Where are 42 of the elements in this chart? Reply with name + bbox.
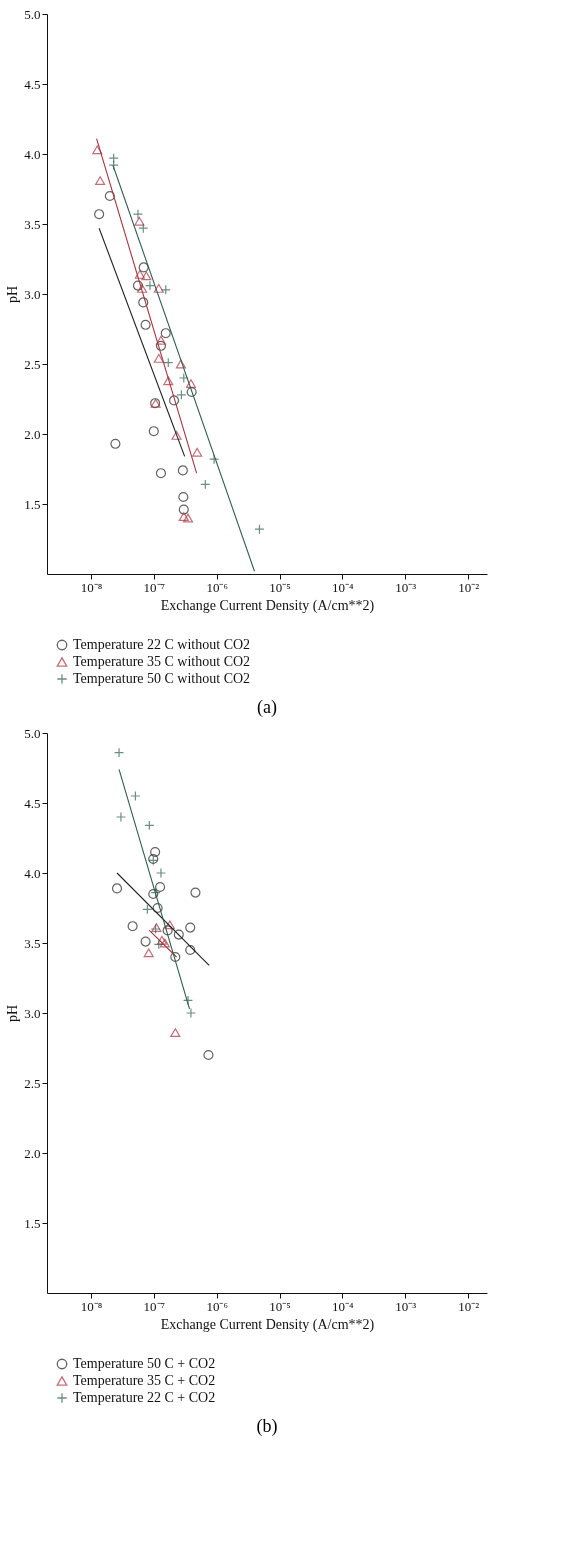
x-tick-label: 10⁻⁴ [332,1298,355,1314]
x-tick-label: 10⁻⁶ [206,579,228,595]
y-tick-label: 1.5 [24,1215,41,1231]
y-tick-label: 4.5 [24,795,41,811]
y-tick-label: 2.5 [24,356,41,372]
y-axis-title: pH [5,1004,21,1023]
x-tick-label: 10⁻⁴ [332,579,355,595]
x-tick-label: 10⁻⁸ [80,579,103,595]
y-tick-label: 2.5 [24,1075,41,1091]
legend-label: Temperature 35 C without CO2 [73,654,251,669]
x-axis-title: Exchange Current Density (A/cm**2) [160,597,375,614]
y-tick-label: 3.0 [24,1005,41,1021]
legend-label: Temperature 50 C + CO2 [73,1356,216,1371]
x-tick-label: 10⁻⁸ [80,1298,103,1314]
x-tick-label: 10⁻³ [395,579,417,595]
y-tick-label: 1.5 [24,496,41,512]
legend-label: Temperature 22 C without CO2 [73,637,251,652]
legend-label: Temperature 22 C + CO2 [73,1390,216,1405]
legend-label: Temperature 35 C + CO2 [73,1373,216,1388]
x-tick-label: 10⁻⁷ [143,1298,166,1314]
x-tick-label: 10⁻² [458,1298,480,1314]
y-tick-label: 3.5 [24,935,41,951]
y-tick-label: 4.0 [24,146,41,162]
y-tick-label: 3.5 [24,216,41,232]
legend-label: Temperature 50 C without CO2 [73,671,251,686]
y-tick-label: 5.0 [24,6,41,22]
y-tick-label: 2.0 [24,426,41,442]
y-tick-label: 5.0 [24,725,41,741]
x-tick-label: 10⁻⁶ [206,1298,228,1314]
text: (a) [257,697,277,718]
y-tick-label: 3.0 [24,286,41,302]
y-axis-title: pH [5,285,21,304]
y-tick-label: 4.5 [24,76,41,92]
x-tick-label: 10⁻⁵ [269,579,291,595]
text: (b) [256,1416,278,1437]
x-tick-label: 10⁻³ [395,1298,417,1314]
y-tick-label: 4.0 [24,865,41,881]
x-tick-label: 10⁻² [458,579,480,595]
y-tick-label: 2.0 [24,1145,41,1161]
x-axis-title: Exchange Current Density (A/cm**2) [160,1316,375,1333]
x-tick-label: 10⁻⁷ [143,579,166,595]
x-tick-label: 10⁻⁵ [269,1298,291,1314]
